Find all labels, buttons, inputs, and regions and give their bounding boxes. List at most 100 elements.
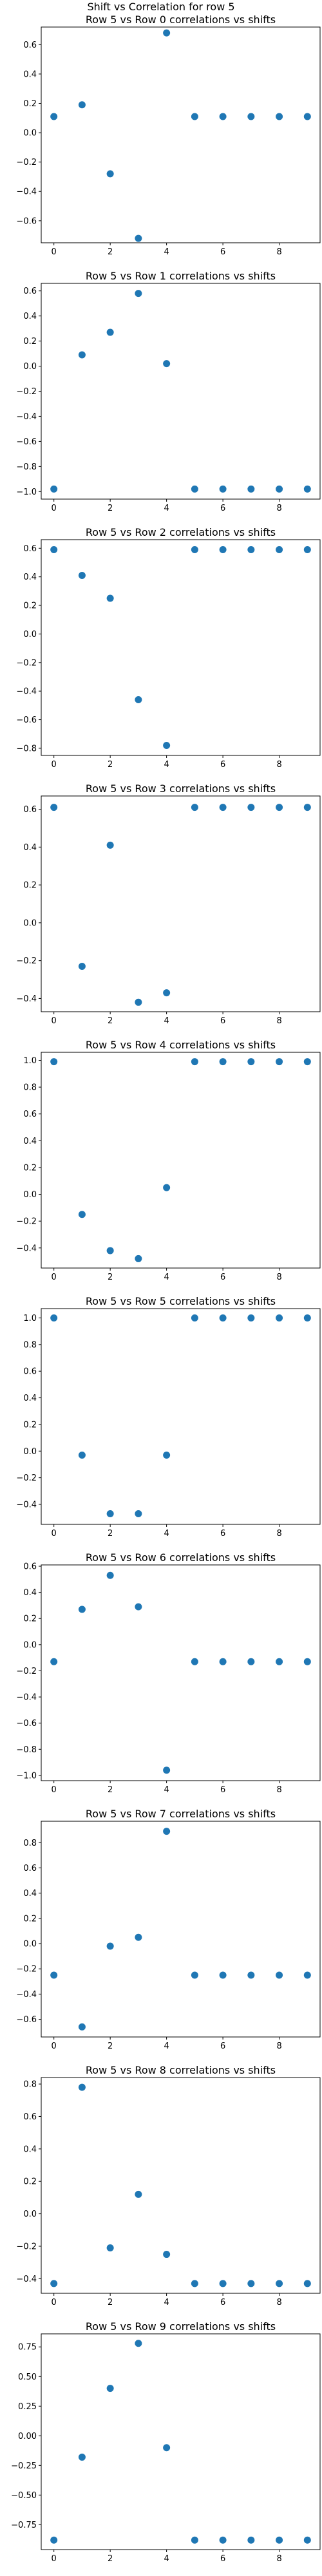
scatter-point [163, 1451, 171, 1459]
y-tick-label: 0.6 [23, 1367, 37, 1377]
x-tick-label: 2 [108, 760, 113, 770]
subplot-title: Row 5 vs Row 0 correlations vs shifts [86, 14, 276, 26]
scatter-point [50, 113, 58, 120]
subplot-title: Row 5 vs Row 2 correlations vs shifts [86, 526, 276, 538]
scatter-point [191, 804, 198, 811]
y-tick-label: 0.6 [23, 2112, 37, 2122]
scatter-point [219, 1971, 227, 1979]
scatter-point [135, 1510, 142, 1517]
y-tick-label: 0.4 [23, 1394, 37, 1403]
scatter-point [78, 351, 86, 359]
x-tick-label: 0 [52, 2041, 57, 2051]
y-tick-label: −0.4 [16, 2275, 37, 2284]
scatter-point [219, 485, 227, 493]
scatter-point [191, 546, 198, 554]
scatter-point [135, 1603, 142, 1611]
x-tick-label: 4 [164, 1273, 169, 1282]
y-tick-label: −0.4 [16, 1244, 37, 1253]
scatter-point [276, 804, 283, 811]
y-tick-label: 0.2 [23, 2177, 37, 2187]
scatter-point [219, 804, 227, 811]
x-tick-label: 0 [52, 1785, 57, 1795]
x-tick-label: 8 [276, 2041, 281, 2051]
scatter-point [247, 113, 255, 120]
y-tick-label: −0.2 [16, 1667, 37, 1676]
scatter-point [219, 1658, 227, 1665]
scatter-point [135, 998, 142, 1006]
scatter-point [106, 1942, 114, 1950]
x-tick-label: 4 [164, 1016, 169, 1026]
y-tick-label: −0.6 [16, 1719, 37, 1728]
plot-frame [41, 795, 321, 1012]
subplot-title: Row 5 vs Row 7 correlations vs shifts [86, 1808, 276, 1820]
y-tick-label: −0.4 [16, 187, 37, 197]
y-tick-label: 0.4 [23, 573, 37, 582]
y-tick-label: 0.0 [23, 129, 37, 138]
x-tick-label: 2 [108, 1785, 113, 1795]
y-tick-label: −0.2 [16, 956, 37, 966]
y-tick-label: −0.4 [16, 994, 37, 1004]
y-tick-label: 0.0 [23, 630, 37, 639]
scatter-point [191, 2280, 198, 2287]
scatter-point [50, 2536, 58, 2544]
x-tick-label: 8 [276, 1529, 281, 1539]
y-tick-label: 0.25 [18, 2402, 37, 2412]
x-tick-label: 4 [164, 1785, 169, 1795]
y-tick-label: 0.6 [23, 1110, 37, 1119]
scatter-point [219, 2536, 227, 2544]
x-tick-label: 8 [276, 2298, 281, 2307]
scatter-point [276, 546, 283, 554]
subplot-5: Row 5 vs Row 5 correlations vs shifts 0 2 4… [16, 1295, 321, 1539]
scatter-point [191, 1658, 198, 1665]
scatter-point [106, 594, 114, 602]
scatter-point [303, 485, 311, 493]
y-tick-label: −0.2 [16, 158, 37, 167]
plot-frame [41, 1821, 321, 2038]
y-tick-label: 0.4 [23, 70, 37, 79]
scatter-point [50, 1658, 58, 1665]
scatter-point [247, 1314, 255, 1321]
scatter-point [219, 1058, 227, 1066]
scatter-point [163, 29, 171, 37]
y-tick-label: −0.2 [16, 1473, 37, 1483]
y-tick-label: 0.75 [18, 2343, 37, 2353]
scatter-point [219, 2280, 227, 2287]
x-tick-label: 8 [276, 247, 281, 257]
plot-frame [41, 1052, 321, 1269]
y-tick-label: 0.4 [23, 312, 37, 321]
scatter-point [163, 2444, 171, 2452]
subplot-6: Row 5 vs Row 6 correlations vs shifts 0 2 4… [16, 1551, 321, 1795]
x-tick-label: 0 [52, 1273, 57, 1282]
x-tick-label: 6 [220, 760, 225, 770]
figure-suptitle: Shift vs Correlation for row 5 [87, 1, 234, 13]
x-tick-label: 0 [52, 504, 57, 513]
y-tick-label: −0.75 [11, 2521, 37, 2530]
x-tick-label: 8 [276, 760, 281, 770]
scatter-point [50, 804, 58, 811]
plot-frame [41, 2077, 321, 2294]
x-tick-label: 4 [164, 504, 169, 513]
scatter-point [276, 1971, 283, 1979]
x-tick-label: 2 [108, 1273, 113, 1282]
scatter-point [247, 804, 255, 811]
scatter-point [191, 113, 198, 120]
plot-frame [41, 1308, 321, 1525]
y-tick-label: 1.0 [23, 1314, 37, 1323]
subplot-0: Row 5 vs Row 0 correlations vs shifts 0 2 4… [16, 14, 321, 257]
x-tick-label: 0 [52, 760, 57, 770]
y-tick-label: 0.2 [23, 1615, 37, 1624]
y-tick-label: 0.4 [23, 843, 37, 853]
scatter-point [219, 113, 227, 120]
y-tick-label: 0.6 [23, 287, 37, 296]
subplot-4: Row 5 vs Row 4 correlations vs shifts 0 2 4… [16, 1039, 321, 1282]
scatter-point [303, 1971, 311, 1979]
plot-frame [41, 283, 321, 500]
y-tick-label: −0.8 [16, 744, 37, 753]
x-tick-label: 2 [108, 247, 113, 257]
y-tick-label: −0.4 [16, 1693, 37, 1703]
scatter-point [135, 696, 142, 703]
scatter-point [303, 1658, 311, 1665]
y-tick-label: −0.6 [16, 437, 37, 447]
scatter-point [50, 1314, 58, 1321]
scatter-point [78, 1451, 86, 1459]
